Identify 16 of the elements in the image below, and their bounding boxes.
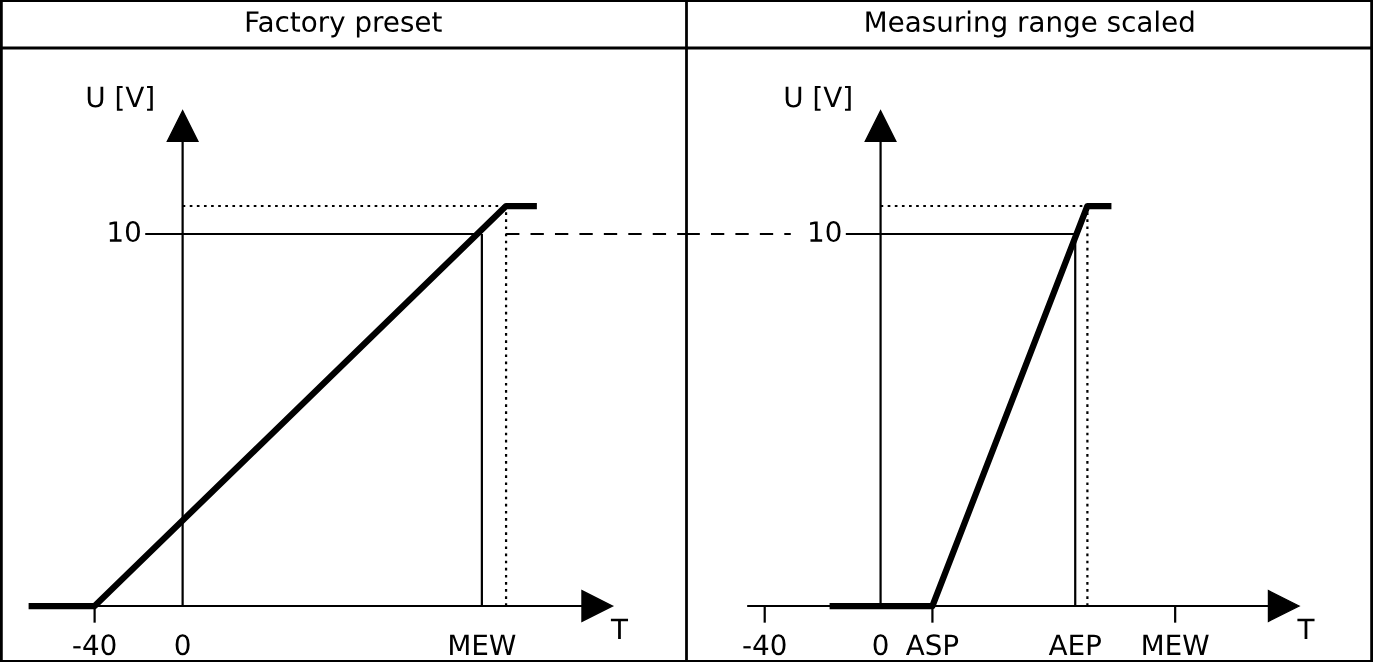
x-tick-label: -40 (743, 634, 786, 656)
y-axis-title: U [V] (785, 86, 851, 111)
x-tick-label: ASP (905, 634, 959, 656)
x-tick-label: 0 (175, 634, 190, 656)
y-axis-title: U [V] (87, 86, 153, 111)
x-tick-label: MEW (450, 634, 516, 655)
x-tick-label: -40 (73, 634, 116, 656)
x-tick-label: AEP (1048, 634, 1101, 655)
x-axis-title: T (610, 618, 629, 640)
annotation: 10 (810, 221, 841, 243)
x-axis-title: T (1297, 618, 1315, 640)
x-tick-label: 0 (873, 634, 888, 656)
x-tick-label: MEW (1143, 634, 1209, 655)
chart-title: Measuring range scaled (866, 10, 1194, 38)
annotation: 10 (109, 221, 140, 243)
chart-title: Factory preset (246, 11, 442, 38)
